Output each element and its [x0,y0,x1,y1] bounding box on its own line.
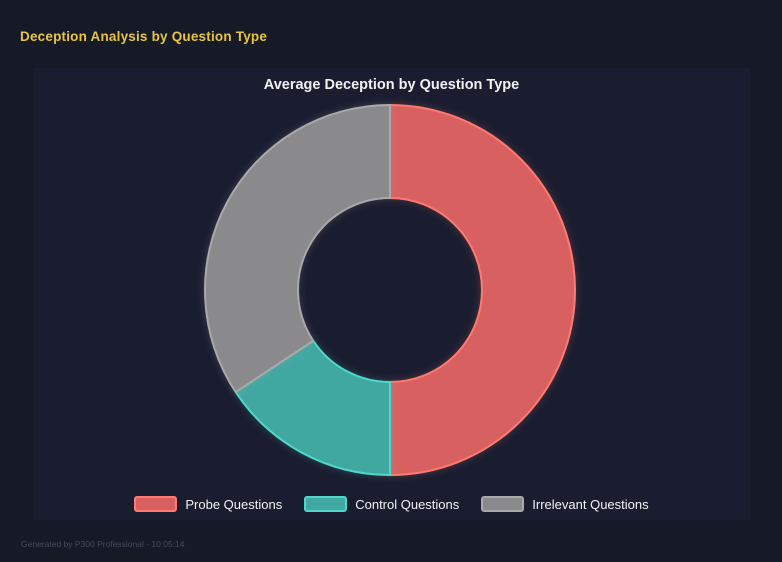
donut-segment-irrelevant-questions[interactable] [204,104,391,394]
chart-panel: Average Deception by Question Type Probe… [33,68,750,520]
legend-label-control-questions: Control Questions [355,496,460,512]
legend-item-control-questions[interactable]: Control Questions [304,496,459,512]
legend-swatch-control-questions [304,496,348,512]
donut-chart [204,104,576,476]
donut-segment-control-questions[interactable] [234,339,391,476]
report-title: Deception Analysis by Question Type [20,29,268,44]
legend-item-probe-questions[interactable]: Probe Questions [134,496,282,512]
chart-title: Average Deception by Question Type [263,77,520,93]
donut-segment-probe-questions[interactable] [389,104,576,476]
chart-legend: Probe Questions Control Questions Irreleva… [33,496,750,512]
footer-credit: Generated by P300 Professional - 10:05:1… [21,539,185,549]
legend-item-irrelevant-questions[interactable]: Irrelevant Questions [481,496,649,512]
legend-swatch-probe-questions [134,496,178,512]
legend-label-irrelevant-questions: Irrelevant Questions [532,496,649,512]
legend-swatch-irrelevant-questions [481,496,525,512]
legend-label-probe-questions: Probe Questions [185,496,283,512]
